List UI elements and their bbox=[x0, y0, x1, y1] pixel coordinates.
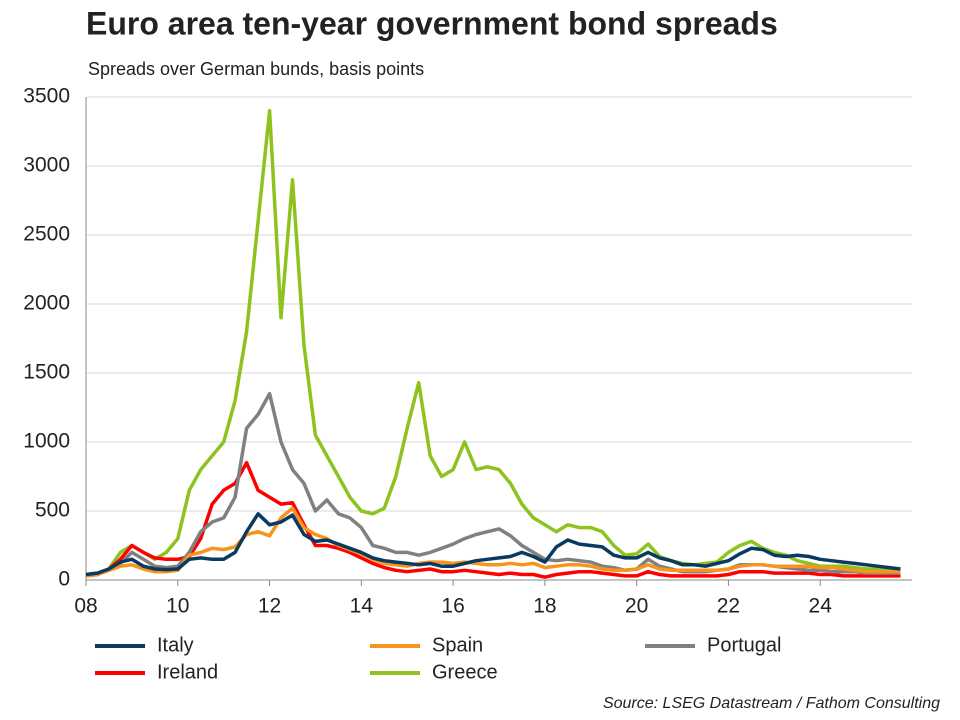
source: Source: LSEG Datastream / Fathom Consult… bbox=[603, 695, 940, 712]
y-tick-label: 2500 bbox=[23, 223, 70, 246]
chart-subtitle: Spreads over German bunds, basis points bbox=[88, 59, 424, 79]
series-line bbox=[85, 506, 901, 578]
x-tick-label: 18 bbox=[533, 595, 556, 618]
y-tick-label: 2000 bbox=[23, 292, 70, 315]
y-tick-label: 1000 bbox=[23, 430, 70, 453]
y-tick-label: 3500 bbox=[23, 85, 70, 108]
x-tick-label: 12 bbox=[258, 595, 281, 618]
legend-label: Portugal bbox=[707, 634, 782, 656]
x-tick-label: 22 bbox=[717, 595, 740, 618]
legend-label: Spain bbox=[432, 634, 483, 656]
series-line bbox=[85, 460, 901, 579]
x-tick-label: 20 bbox=[625, 595, 648, 618]
legend-label: Greece bbox=[432, 661, 498, 683]
series-line bbox=[85, 109, 901, 578]
x-tick-label: 24 bbox=[809, 595, 833, 618]
legend-label: Italy bbox=[157, 634, 194, 656]
chart-title: Euro area ten-year government bond sprea… bbox=[86, 5, 778, 41]
x-tick-label: 10 bbox=[166, 595, 189, 618]
x-tick-label: 14 bbox=[350, 595, 374, 618]
series-line bbox=[85, 391, 901, 577]
y-tick-label: 1500 bbox=[23, 361, 70, 384]
x-tick-label: 16 bbox=[441, 595, 464, 618]
y-tick-label: 3000 bbox=[23, 154, 70, 177]
y-tick-label: 500 bbox=[35, 499, 70, 522]
x-tick-label: 08 bbox=[74, 595, 97, 618]
y-tick-label: 0 bbox=[58, 568, 70, 591]
series-line bbox=[85, 512, 901, 577]
legend-label: Ireland bbox=[157, 661, 218, 683]
